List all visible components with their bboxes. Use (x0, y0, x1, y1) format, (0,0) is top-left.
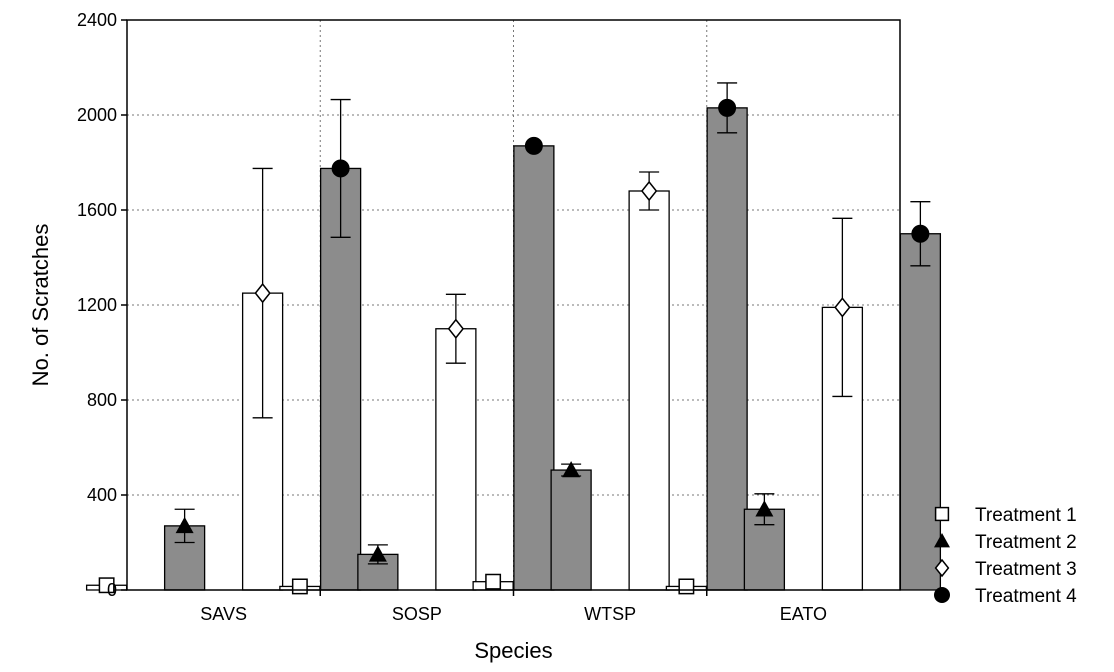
triangle-marker (934, 533, 950, 548)
bar (513, 145, 555, 591)
y-tick-label: 0 (107, 580, 117, 600)
bar (550, 469, 592, 591)
x-ticks: SAVS SOSP WTSP EATO (200, 590, 827, 624)
x-tick-label: WTSP (584, 604, 636, 624)
bar (435, 328, 477, 591)
y-tick-label: 1600 (77, 200, 117, 220)
y-tick-label: 2400 (77, 10, 117, 30)
diamond-marker (254, 282, 271, 304)
circle-marker (934, 587, 950, 603)
legend-label: Treatment 3 (975, 559, 1077, 580)
triangle-marker (368, 545, 387, 562)
square-marker (934, 506, 950, 522)
bar (899, 233, 942, 591)
y-tick-label: 1200 (77, 295, 117, 315)
x-tick-label: SAVS (200, 604, 247, 624)
square-marker (291, 578, 308, 595)
circle-marker (718, 98, 737, 117)
y-tick-label: 400 (87, 485, 117, 505)
diamond-marker (834, 297, 851, 318)
circle-marker (331, 159, 350, 178)
y-axis-label: No. of Scratches (28, 224, 53, 387)
bar (319, 167, 362, 591)
square-marker (485, 573, 502, 590)
bar (821, 306, 864, 591)
triangle-marker (755, 500, 774, 517)
legend-label: Treatment 2 (975, 532, 1077, 553)
circle-marker (911, 224, 930, 243)
legend-label: Treatment 1 (975, 505, 1077, 526)
y-tick-label: 2000 (77, 105, 117, 125)
legend-label: Treatment 4 (975, 586, 1077, 607)
diamond-marker (640, 180, 658, 202)
diamond-marker (934, 558, 950, 578)
circle-marker (524, 136, 543, 155)
y-ticks: 0 400 800 1200 1600 2000 2400 (77, 10, 127, 600)
bars (85, 107, 942, 591)
markers (98, 98, 930, 595)
y-tick-label: 800 (87, 390, 117, 410)
x-tick-label: EATO (780, 604, 827, 624)
legend: Treatment 1 Treatment 2 Treatment 3 Treatme… (934, 505, 1077, 607)
bar (706, 107, 748, 591)
x-axis-label: Species (474, 638, 552, 663)
x-tick-label: SOSP (392, 604, 442, 624)
diamond-marker (447, 318, 465, 339)
square-marker (98, 577, 115, 594)
triangle-marker (175, 516, 194, 534)
bar (628, 190, 670, 591)
triangle-marker (562, 461, 581, 478)
square-marker (678, 578, 695, 595)
